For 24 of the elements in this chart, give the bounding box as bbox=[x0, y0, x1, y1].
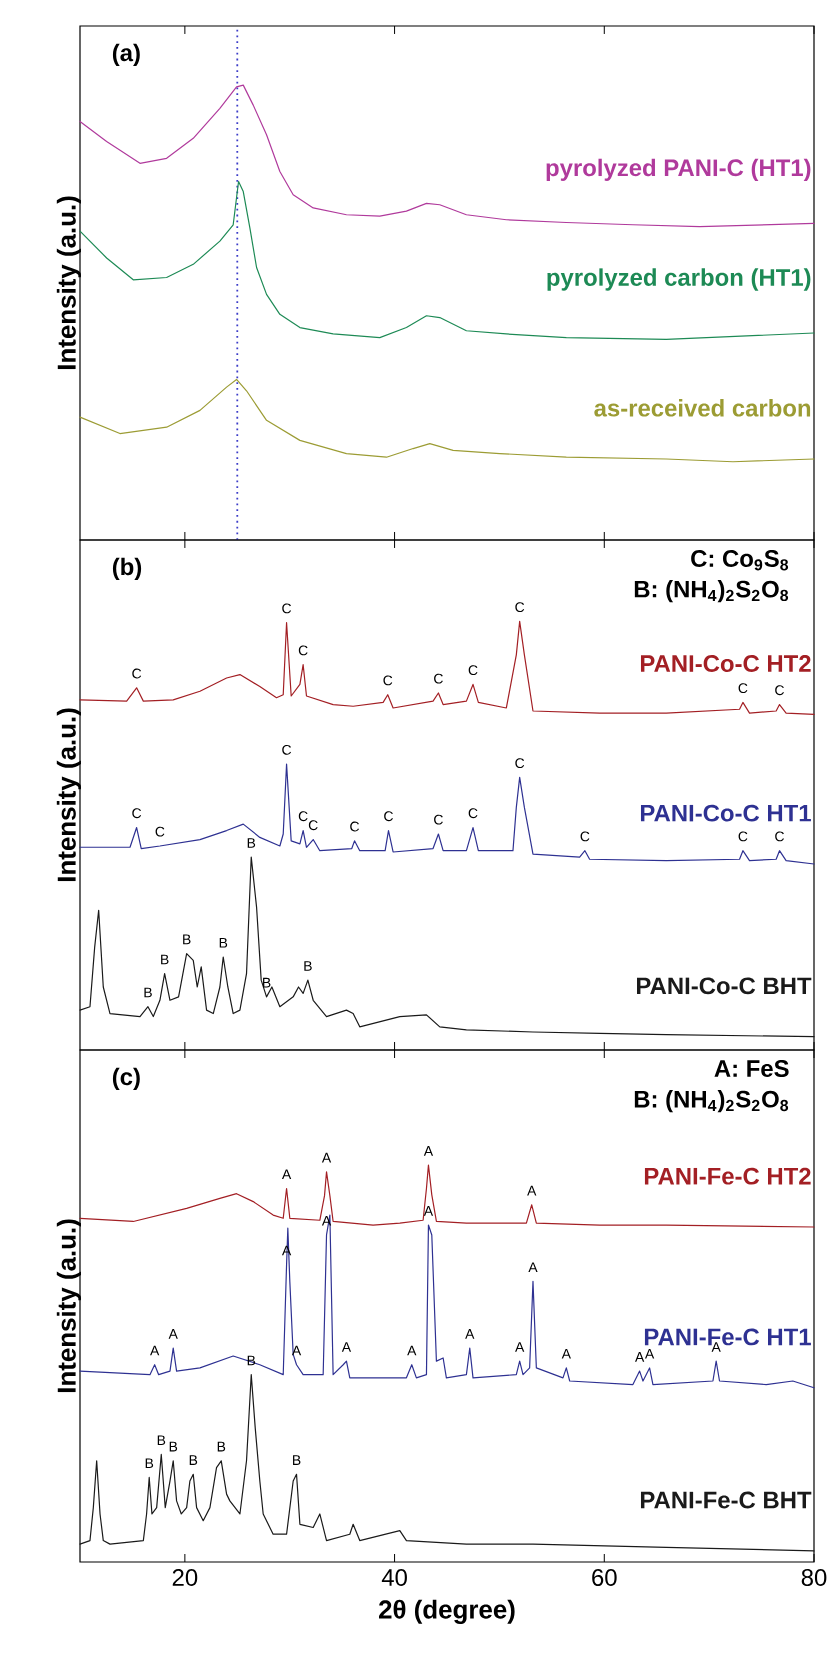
x-tick-label: 40 bbox=[381, 1569, 407, 1586]
y-axis-title: Intensity (a.u.) bbox=[56, 196, 81, 370]
text: B: (NH$_{4}$)$_{2}$S$_{2}$O$_{8}$ bbox=[634, 580, 789, 603]
y-axis-title: Intensity (a.u.) bbox=[56, 708, 81, 882]
text: (c) bbox=[112, 1067, 140, 1091]
series-label: pyrolyzed PANI-C (HT1) bbox=[546, 158, 811, 182]
series-label: PANI-Co-C BHT bbox=[637, 977, 812, 995]
text: B: (NH$_{4}$)$_{2}$S$_{2}$O$_{8}$ bbox=[634, 1090, 789, 1113]
text: (b) bbox=[112, 557, 142, 580]
series-label: pyrolyzed carbon (HT1) bbox=[547, 268, 811, 291]
x-tick-label: 60 bbox=[592, 1569, 617, 1586]
text: C: Co$_{9}$S$_{8}$ bbox=[691, 550, 789, 571]
text: A: FeS bbox=[714, 1060, 789, 1077]
y-axis-title: Intensity (a.u.) bbox=[56, 1219, 81, 1393]
series-label: PANI-Co-C HT2 bbox=[640, 655, 811, 673]
x-tick-label: 80 bbox=[801, 1569, 827, 1586]
x-axis-title: 2θ (degree) bbox=[379, 1599, 515, 1624]
series-label: PANI-Fe-C BHT bbox=[640, 1491, 812, 1509]
x-tick-label: 20 bbox=[172, 1569, 198, 1586]
series-label: PANI-Fe-C HT1 bbox=[644, 1328, 811, 1346]
text: (a) bbox=[112, 43, 140, 67]
series-label: PANI-Co-C HT1 bbox=[640, 804, 811, 822]
series-label: as-received carbon bbox=[594, 399, 811, 417]
series-label: PANI-Fe-C HT2 bbox=[644, 1167, 811, 1185]
